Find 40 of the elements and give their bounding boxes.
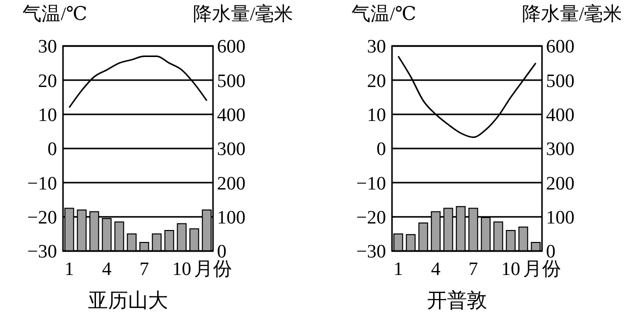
y2-tick-label: 200 (217, 173, 246, 194)
y-tick-label: −30 (27, 242, 57, 263)
x-tick-label: 10 (501, 259, 520, 280)
y-tick-label: 30 (38, 36, 57, 58)
y2-tick-label: 100 (217, 207, 246, 228)
y-tick-label: −10 (356, 173, 386, 194)
y2-tick-label: 400 (217, 104, 246, 126)
x-tick-label: 1 (394, 259, 403, 280)
y-tick-label: 20 (38, 70, 57, 92)
x-tick-label: 1 (64, 259, 74, 280)
y-tick-label: 10 (38, 104, 57, 126)
y2-tick-label: 600 (217, 36, 246, 58)
y2-axis-title: 降水量/毫米 (192, 3, 294, 25)
y-tick-label: 0 (376, 139, 386, 160)
y2-axis-title: 降水量/毫米 (522, 3, 622, 25)
x-tick-label: 10 (172, 259, 192, 280)
y-tick-label: 0 (48, 139, 57, 160)
y2-tick-label: 300 (217, 139, 246, 160)
y-axis-title: 气温/℃ (22, 4, 88, 25)
y-tick-label: −10 (27, 173, 57, 194)
y2-tick-label: 500 (546, 70, 574, 92)
y-tick-label: −20 (27, 207, 57, 228)
y2-tick-label: 500 (217, 70, 246, 92)
y2-tick-label: 400 (546, 104, 574, 126)
y2-tick-label: 200 (546, 173, 574, 194)
y-tick-label: 30 (367, 36, 386, 58)
y-tick-label: 20 (367, 70, 386, 92)
y-axis-title: 气温/℃ (352, 4, 416, 25)
x-tick-label: 7 (140, 259, 149, 280)
x-tick-label: 4 (102, 259, 112, 280)
x-tick-label: 7 (468, 259, 478, 280)
y-tick-label: −20 (356, 207, 386, 228)
y-tick-label: −30 (356, 242, 386, 263)
text: 开普敦 (427, 289, 487, 312)
y-tick-label: 10 (367, 104, 386, 126)
y2-tick-label: 300 (546, 139, 574, 160)
y2-tick-label: 100 (546, 207, 574, 228)
y2-tick-label: 600 (546, 36, 574, 58)
x-tick-label: 4 (431, 259, 441, 280)
text: 亚历山大 (88, 290, 168, 312)
